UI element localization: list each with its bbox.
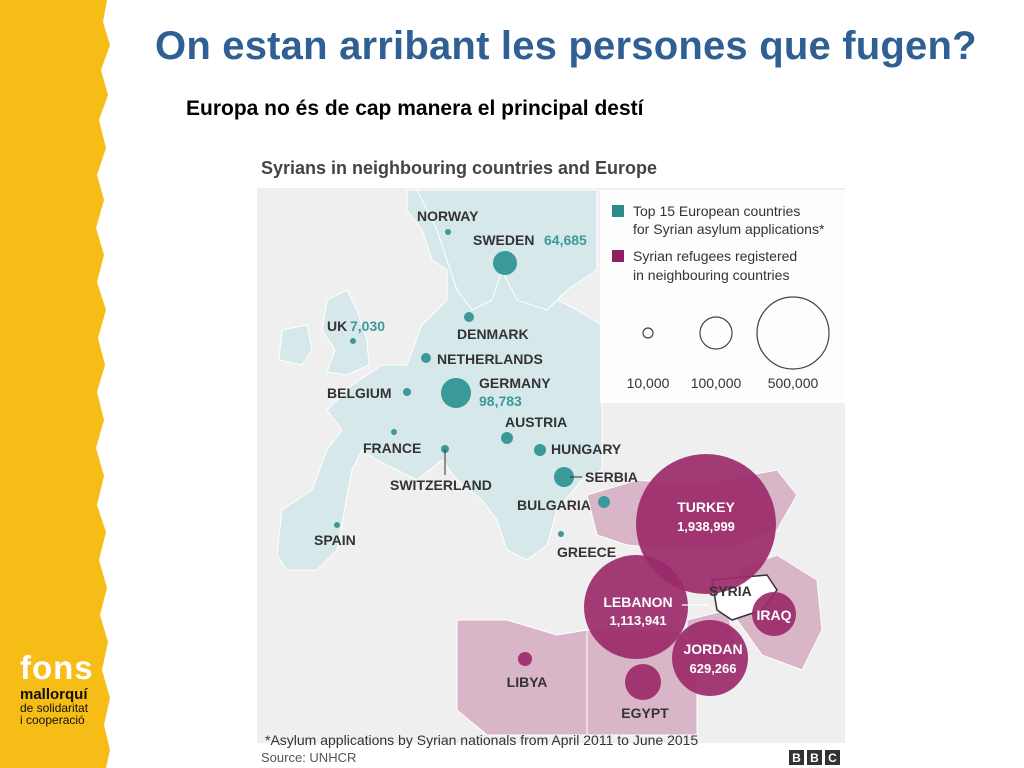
norway-marker: [445, 229, 451, 235]
map-title: Syrians in neighbouring countries and Eu…: [261, 158, 657, 178]
europe-labels: NORWAY SWEDEN 64,685 DENMARK UK 7,030 NE…: [314, 208, 638, 560]
logo-org: mallorquí: [20, 686, 88, 703]
map-footnote: *Asylum applications by Syrian nationals…: [265, 732, 698, 748]
iraq-marker: [752, 592, 796, 636]
jordan-value: 629,266: [690, 661, 737, 676]
legend-teal-line1: Top 15 European countries: [633, 203, 800, 219]
france-marker: [391, 429, 397, 435]
hungary-marker: [534, 444, 546, 456]
sweden-label: SWEDEN: [473, 232, 534, 248]
greece-marker: [558, 531, 564, 537]
france-label: FRANCE: [363, 440, 421, 456]
scale-circle-10000: [642, 327, 654, 339]
egypt-label: EGYPT: [621, 705, 669, 721]
neighbour-markers: [518, 454, 796, 700]
lebanon-value: 1,113,941: [609, 613, 666, 628]
logo-line-1: de solidaritat: [20, 701, 89, 715]
neighbour-labels: TURKEY 1,938,999 LEBANON 1,113,941 JORDA…: [507, 499, 792, 721]
legend-teal-line2: for Syrian asylum applications*: [633, 221, 825, 237]
scale-circle-100000: [699, 316, 733, 350]
logo-word: fons: [20, 649, 94, 686]
slide-title: On estan arribant les persones que fugen…: [155, 24, 977, 68]
greece-label: GREECE: [557, 544, 616, 560]
legend-purple-swatch: [612, 250, 624, 262]
iraq-label: IRAQ: [757, 607, 792, 623]
syrians-map-infographic: Syrians in neighbouring countries and Eu…: [257, 150, 847, 768]
logo-line-2: i cooperació: [20, 713, 85, 727]
ireland-land: [278, 324, 313, 366]
turkey-label: TURKEY: [677, 499, 735, 515]
lebanon-label: LEBANON: [603, 594, 672, 610]
jordan-marker: [672, 620, 748, 696]
denmark-label: DENMARK: [457, 326, 529, 342]
europe-markers: [334, 229, 610, 537]
fons-mallorqui-logo: fons mallorquí de solidaritat i cooperac…: [20, 649, 120, 727]
svg-text:B: B: [792, 751, 801, 765]
legend: Top 15 European countries for Syrian asy…: [600, 190, 845, 403]
switzerland-label: SWITZERLAND: [390, 477, 492, 493]
legend-purple-line2: in neighbouring countries: [633, 267, 789, 283]
scale-label-100000: 100,000: [691, 375, 742, 391]
libya-land: [456, 619, 588, 736]
legend-teal-swatch: [612, 205, 624, 217]
bulgaria-marker: [598, 496, 610, 508]
austria-label: AUSTRIA: [505, 414, 567, 430]
serbia-marker: [554, 467, 574, 487]
turkey-value: 1,938,999: [677, 519, 735, 534]
egypt-marker: [625, 664, 661, 700]
libya-label: LIBYA: [507, 674, 548, 690]
legend-purple-line1: Syrian refugees registered: [633, 248, 797, 264]
belgium-label: BELGIUM: [327, 385, 392, 401]
spain-label: SPAIN: [314, 532, 356, 548]
bulgaria-label: BULGARIA: [517, 497, 591, 513]
svg-text:C: C: [828, 751, 837, 765]
denmark-marker: [464, 312, 474, 322]
germany-marker: [441, 378, 471, 408]
netherlands-marker: [421, 353, 431, 363]
austria-marker: [501, 432, 513, 444]
scale-label-500000: 500,000: [768, 375, 819, 391]
hungary-label: HUNGARY: [551, 441, 622, 457]
slide-subtitle: Europa no és de cap manera el principal …: [186, 97, 644, 120]
norway-label: NORWAY: [417, 208, 479, 224]
map-source: Source: UNHCR: [261, 750, 356, 765]
serbia-label: SERBIA: [585, 469, 638, 485]
turkey-marker: [636, 454, 776, 594]
scale-label-10000: 10,000: [627, 375, 670, 391]
germany-value: 98,783: [479, 393, 522, 409]
belgium-marker: [403, 388, 411, 396]
bbc-logo: B B C: [789, 750, 840, 765]
germany-label: GERMANY: [479, 375, 551, 391]
uk-marker: [350, 338, 356, 344]
scale-circle-500000: [756, 296, 830, 370]
yellow-side-band: [0, 0, 110, 768]
svg-text:B: B: [810, 751, 819, 765]
uk-land: [321, 289, 370, 376]
sweden-value: 64,685: [544, 232, 587, 248]
syria-label: SYRIA: [709, 583, 752, 599]
jordan-label: JORDAN: [683, 641, 742, 657]
sweden-marker: [493, 251, 517, 275]
uk-label: UK: [327, 318, 347, 334]
netherlands-label: NETHERLANDS: [437, 351, 543, 367]
lebanon-marker: [584, 555, 688, 659]
uk-value: 7,030: [350, 318, 385, 334]
libya-marker: [518, 652, 532, 666]
spain-marker: [334, 522, 340, 528]
